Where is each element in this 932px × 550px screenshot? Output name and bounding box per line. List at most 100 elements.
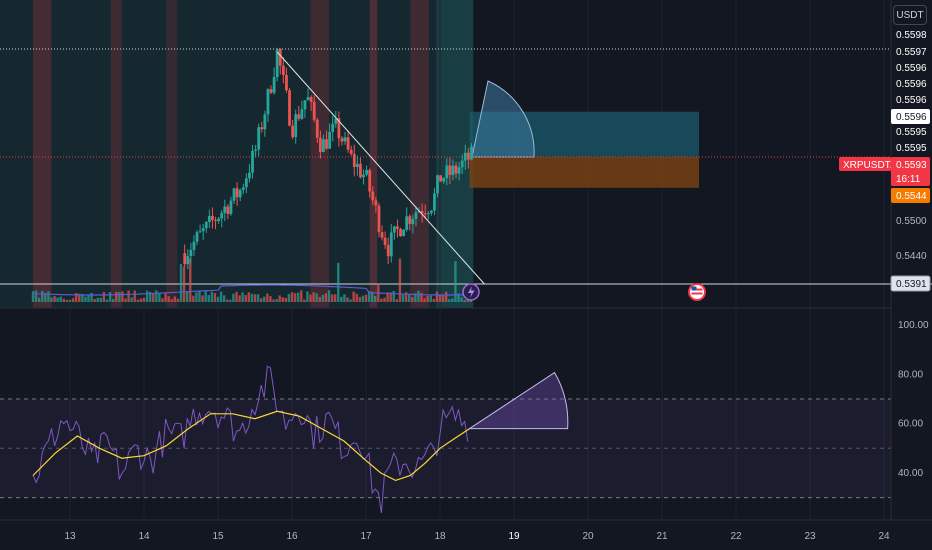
volume-bar: [179, 263, 183, 302]
volume-bar: [435, 291, 439, 302]
candle-body: [229, 200, 233, 215]
rsi-axis[interactable]: 100.00 80.00 60.00 40.00: [898, 320, 929, 479]
volume-bar: [327, 290, 331, 302]
volume-bar: [306, 291, 309, 302]
candle-body: [235, 188, 239, 198]
time-tick-label: 24: [878, 531, 890, 542]
volume-bar: [278, 295, 281, 302]
vertical-grid: [69, 0, 885, 520]
volume-bar: [145, 290, 149, 302]
candle-body: [436, 175, 439, 194]
volume-bar: [324, 293, 328, 302]
rsi-tick-label: 80.00: [898, 369, 923, 380]
price-axis[interactable]: 0.5598 0.5597 0.5596 0.5596 0.5596 0.5595 0.55…: [896, 30, 927, 262]
candle-body: [377, 205, 381, 233]
volume-bar: [41, 290, 44, 302]
volume-bar: [441, 294, 445, 302]
volume-bar: [31, 291, 35, 302]
candle-body: [306, 97, 310, 101]
volume-bar: [189, 258, 192, 302]
volume-bar: [281, 297, 284, 302]
candle-body: [457, 167, 461, 174]
us-flag-event-icon[interactable]: [688, 283, 706, 301]
candle-body: [460, 160, 464, 168]
volume-bar: [259, 298, 263, 302]
time-tick-label: 18: [434, 531, 446, 542]
candle-body: [433, 193, 436, 211]
candle-body: [466, 152, 470, 160]
volume-bar: [111, 298, 115, 302]
symbol-tag[interactable]: XRPUSDT.P: [839, 157, 899, 171]
candle-body: [272, 77, 276, 93]
candle-body: [380, 232, 384, 238]
volume-bar: [50, 297, 53, 302]
volume-bar: [457, 293, 460, 302]
volume-bar: [275, 299, 278, 302]
candle-body: [238, 189, 242, 198]
volume-bar: [392, 290, 395, 302]
candle-body: [399, 228, 402, 237]
candle-body: [260, 127, 264, 130]
stop-zone[interactable]: [469, 156, 699, 188]
candle-body: [189, 249, 193, 257]
rsi-arc-shape[interactable]: [467, 371, 569, 430]
candle-body: [402, 229, 406, 237]
candle-body: [318, 137, 322, 152]
volume-bar: [59, 296, 62, 302]
time-tick-label: 23: [804, 531, 816, 542]
candle-body: [331, 123, 335, 132]
volume-bar: [315, 293, 318, 302]
candle-body: [340, 138, 344, 142]
candle-body: [420, 210, 424, 214]
volume-bar: [330, 294, 334, 302]
volume-bar: [272, 299, 275, 302]
candle-body: [448, 165, 452, 175]
volume-bar: [404, 292, 408, 302]
volume-bar: [407, 293, 411, 302]
volume-bar: [423, 298, 426, 302]
candle-body: [463, 152, 467, 161]
volume-bar: [296, 292, 300, 302]
volume-bar: [201, 295, 204, 302]
candle-body: [248, 172, 251, 179]
candle-body: [278, 49, 282, 66]
candle-body: [204, 221, 208, 229]
volume-bar: [226, 299, 229, 302]
volume-bar: [87, 294, 90, 302]
trendline[interactable]: [276, 51, 485, 285]
rsi-tick-label: 60.00: [898, 419, 923, 430]
time-tick-label: 15: [212, 531, 224, 542]
candle-body: [417, 210, 421, 213]
candle-body: [257, 127, 261, 150]
rsi-band: [0, 398, 891, 498]
candle-body: [315, 119, 319, 138]
candle-body: [211, 215, 214, 221]
candle-body: [349, 149, 353, 154]
volume-bar: [96, 297, 99, 302]
currency-button[interactable]: USDT: [893, 5, 927, 25]
price-arc-shape[interactable]: [471, 80, 535, 158]
symbol-tag-text: XRPUSDT.P: [843, 160, 899, 171]
candle-body: [226, 206, 230, 215]
volume-bar: [318, 296, 321, 302]
volume-bar: [333, 294, 337, 302]
volume-average-line: [32, 284, 471, 296]
candle-body: [352, 153, 356, 167]
volume-bar: [62, 298, 66, 302]
volume-bar: [148, 291, 152, 302]
volume-bar: [161, 298, 164, 302]
volume-bar: [133, 290, 136, 302]
tint-band: [310, 0, 329, 308]
candle-body: [454, 165, 458, 174]
price-tick-label: 0.5598: [896, 30, 927, 41]
volume-bar: [460, 297, 463, 302]
volume-bar: [454, 261, 457, 302]
volume-bar: [222, 295, 226, 302]
lightning-event-icon[interactable]: [462, 283, 480, 301]
tint-band: [33, 0, 52, 308]
time-axis[interactable]: 13 14 15 16 17 18 19 20 21 22 23 24: [64, 531, 890, 542]
volume-bar: [47, 291, 50, 302]
candle-body: [343, 137, 347, 142]
volume-bar: [451, 298, 454, 302]
